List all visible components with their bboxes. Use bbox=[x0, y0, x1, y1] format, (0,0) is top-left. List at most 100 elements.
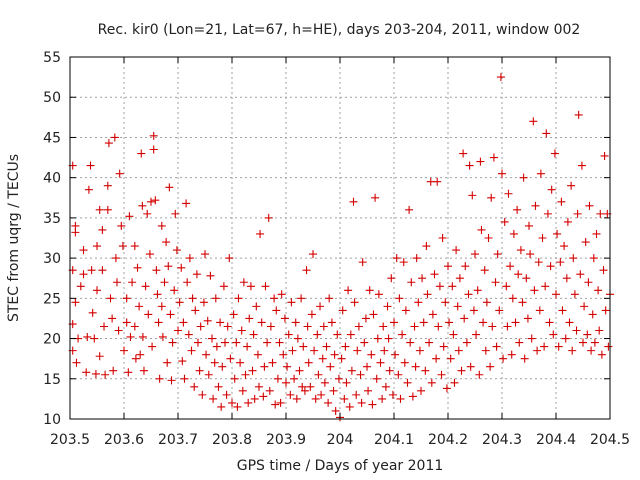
data-point bbox=[273, 374, 282, 383]
data-point bbox=[374, 290, 383, 299]
data-point bbox=[288, 346, 297, 355]
data-point bbox=[428, 310, 437, 319]
data-point bbox=[162, 238, 171, 247]
data-point bbox=[71, 228, 80, 237]
data-point bbox=[569, 254, 578, 263]
data-point bbox=[136, 350, 145, 359]
data-point bbox=[388, 390, 397, 399]
data-point bbox=[100, 322, 109, 331]
data-point bbox=[427, 378, 436, 387]
data-point bbox=[172, 246, 181, 255]
data-point bbox=[165, 183, 174, 192]
data-point bbox=[178, 357, 187, 366]
data-point bbox=[342, 378, 351, 387]
data-point bbox=[520, 354, 529, 363]
data-point bbox=[284, 330, 293, 339]
data-point bbox=[86, 161, 95, 170]
data-point bbox=[179, 318, 188, 327]
data-point bbox=[400, 358, 409, 367]
data-point bbox=[462, 338, 471, 347]
data-point bbox=[500, 217, 509, 226]
data-point bbox=[550, 149, 559, 158]
y-tick-label: 45 bbox=[43, 130, 61, 146]
data-point bbox=[434, 322, 443, 331]
data-point bbox=[601, 306, 610, 315]
data-point bbox=[430, 270, 439, 279]
data-point bbox=[531, 201, 540, 210]
data-point bbox=[230, 374, 239, 383]
data-point bbox=[454, 346, 463, 355]
y-tick-label: 35 bbox=[43, 211, 61, 227]
data-point bbox=[499, 354, 508, 363]
data-point bbox=[418, 274, 427, 283]
data-point bbox=[552, 290, 560, 299]
data-point bbox=[184, 330, 193, 339]
data-point bbox=[139, 366, 148, 375]
y-tick-label: 15 bbox=[43, 372, 61, 388]
data-point bbox=[432, 354, 441, 363]
data-point bbox=[188, 294, 197, 303]
data-point bbox=[576, 270, 585, 279]
data-point bbox=[448, 282, 457, 291]
data-point bbox=[563, 217, 572, 226]
data-point bbox=[423, 290, 432, 299]
x-tick-label: 204 bbox=[327, 432, 354, 448]
data-point bbox=[137, 149, 146, 158]
data-point bbox=[253, 350, 262, 359]
data-point bbox=[556, 258, 565, 267]
data-point bbox=[193, 338, 202, 347]
data-point bbox=[177, 263, 186, 272]
data-point bbox=[422, 242, 431, 251]
data-point bbox=[437, 370, 446, 379]
data-point bbox=[405, 205, 414, 214]
data-point bbox=[118, 242, 127, 251]
y-tick-label: 25 bbox=[43, 291, 61, 307]
data-point bbox=[345, 402, 354, 411]
data-point bbox=[498, 169, 506, 178]
x-tick-label: 203.7 bbox=[158, 432, 198, 448]
y-tick-label: 30 bbox=[43, 251, 61, 267]
data-point bbox=[182, 199, 191, 208]
data-point bbox=[82, 368, 91, 377]
data-point bbox=[411, 362, 420, 371]
chart-title: Rec. kir0 (Lon=21, Lat=67, h=HE), days 2… bbox=[98, 22, 581, 38]
data-point bbox=[549, 330, 558, 339]
data-point bbox=[337, 354, 346, 363]
data-point bbox=[138, 201, 147, 210]
data-point bbox=[567, 181, 576, 190]
data-point bbox=[553, 229, 562, 238]
data-point bbox=[214, 382, 223, 391]
data-point bbox=[217, 402, 226, 411]
data-point bbox=[554, 342, 563, 351]
data-point bbox=[310, 346, 319, 355]
x-tick-label: 203.6 bbox=[104, 432, 144, 448]
data-point bbox=[396, 394, 405, 403]
data-point bbox=[103, 181, 112, 190]
data-point bbox=[441, 298, 450, 307]
data-point bbox=[367, 350, 376, 359]
data-point bbox=[392, 254, 401, 263]
data-point bbox=[408, 392, 417, 401]
data-point bbox=[98, 266, 107, 275]
data-point bbox=[533, 346, 542, 355]
data-point bbox=[95, 352, 104, 361]
data-point bbox=[115, 169, 124, 178]
data-point bbox=[114, 326, 123, 335]
data-point bbox=[83, 332, 92, 341]
data-point bbox=[163, 358, 172, 367]
data-point bbox=[373, 334, 382, 343]
data-point bbox=[71, 298, 80, 307]
data-point bbox=[261, 282, 270, 291]
data-point bbox=[256, 229, 265, 238]
data-point bbox=[270, 294, 279, 303]
data-point bbox=[316, 302, 325, 311]
data-point bbox=[344, 286, 353, 295]
data-point bbox=[133, 263, 142, 272]
data-point bbox=[460, 314, 469, 323]
x-tick-label: 203.5 bbox=[50, 432, 90, 448]
data-point bbox=[352, 390, 361, 399]
data-point bbox=[449, 330, 458, 339]
data-point bbox=[95, 205, 104, 214]
data-point bbox=[473, 286, 482, 295]
data-point bbox=[246, 282, 255, 291]
